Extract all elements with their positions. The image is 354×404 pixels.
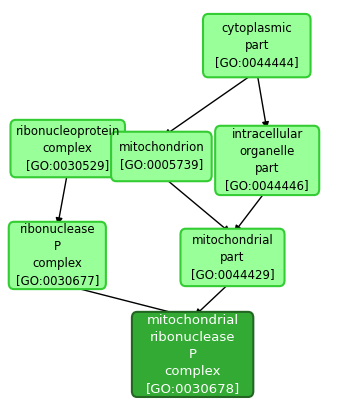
Text: ribonucleoprotein
complex
[GO:0030529]: ribonucleoprotein complex [GO:0030529]	[16, 125, 120, 172]
FancyBboxPatch shape	[203, 14, 310, 77]
Text: intracellular
organelle
part
[GO:0044446]: intracellular organelle part [GO:0044446…	[225, 128, 309, 192]
Text: ribonuclease
P
complex
[GO:0030677]: ribonuclease P complex [GO:0030677]	[16, 223, 99, 288]
Text: mitochondrion
[GO:0005739]: mitochondrion [GO:0005739]	[119, 141, 204, 171]
FancyBboxPatch shape	[11, 120, 125, 177]
FancyBboxPatch shape	[111, 132, 212, 181]
FancyBboxPatch shape	[181, 229, 285, 286]
Text: mitochondrial
ribonuclease
P
complex
[GO:0030678]: mitochondrial ribonuclease P complex [GO…	[145, 314, 240, 395]
Text: mitochondrial
part
[GO:0044429]: mitochondrial part [GO:0044429]	[191, 234, 274, 281]
FancyBboxPatch shape	[215, 126, 319, 195]
Text: cytoplasmic
part
[GO:0044444]: cytoplasmic part [GO:0044444]	[215, 22, 299, 69]
FancyBboxPatch shape	[132, 312, 253, 397]
FancyBboxPatch shape	[9, 222, 106, 289]
